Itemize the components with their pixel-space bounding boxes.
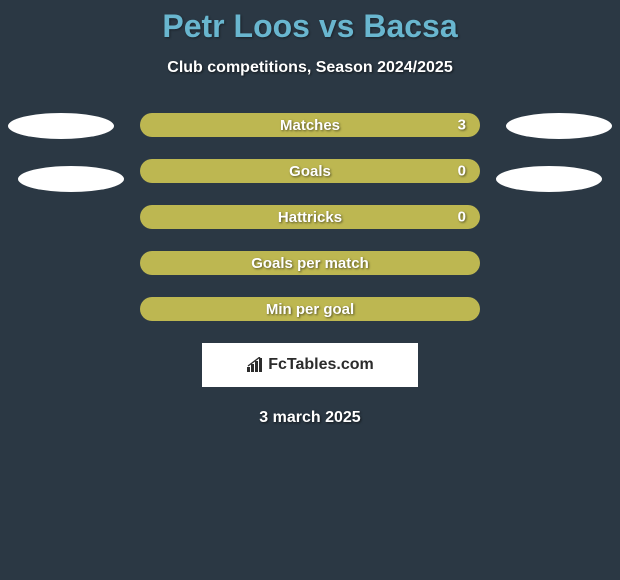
stats-area: Matches 3 Goals 0 Hattricks 0 Goals per … xyxy=(0,113,620,427)
chart-icon xyxy=(246,357,264,373)
season-subtitle: Club competitions, Season 2024/2025 xyxy=(0,59,620,77)
brand-text: FcTables.com xyxy=(268,356,374,374)
stat-label: Matches xyxy=(280,117,340,134)
date-label: 3 march 2025 xyxy=(0,409,620,427)
stat-row-goals: Goals 0 xyxy=(140,159,480,183)
player-left-oval-2 xyxy=(18,166,124,192)
stat-row-matches: Matches 3 xyxy=(140,113,480,137)
brand-box[interactable]: FcTables.com xyxy=(202,343,418,387)
stat-bars: Matches 3 Goals 0 Hattricks 0 Goals per … xyxy=(140,113,480,321)
brand-label: FcTables.com xyxy=(246,356,374,374)
stat-label: Goals per match xyxy=(251,255,369,272)
stat-value: 3 xyxy=(458,117,466,134)
stat-label: Goals xyxy=(289,163,331,180)
player-right-oval-1 xyxy=(506,113,612,139)
stat-value: 0 xyxy=(458,163,466,180)
page-title: Petr Loos vs Bacsa xyxy=(0,8,620,45)
stat-label: Min per goal xyxy=(266,301,354,318)
player-compare-card: Petr Loos vs Bacsa Club competitions, Se… xyxy=(0,0,620,427)
stat-row-goals-per-match: Goals per match xyxy=(140,251,480,275)
stat-row-hattricks: Hattricks 0 xyxy=(140,205,480,229)
player-right-oval-2 xyxy=(496,166,602,192)
player-left-oval-1 xyxy=(8,113,114,139)
stat-row-min-per-goal: Min per goal xyxy=(140,297,480,321)
stat-label: Hattricks xyxy=(278,209,342,226)
stat-value: 0 xyxy=(458,209,466,226)
